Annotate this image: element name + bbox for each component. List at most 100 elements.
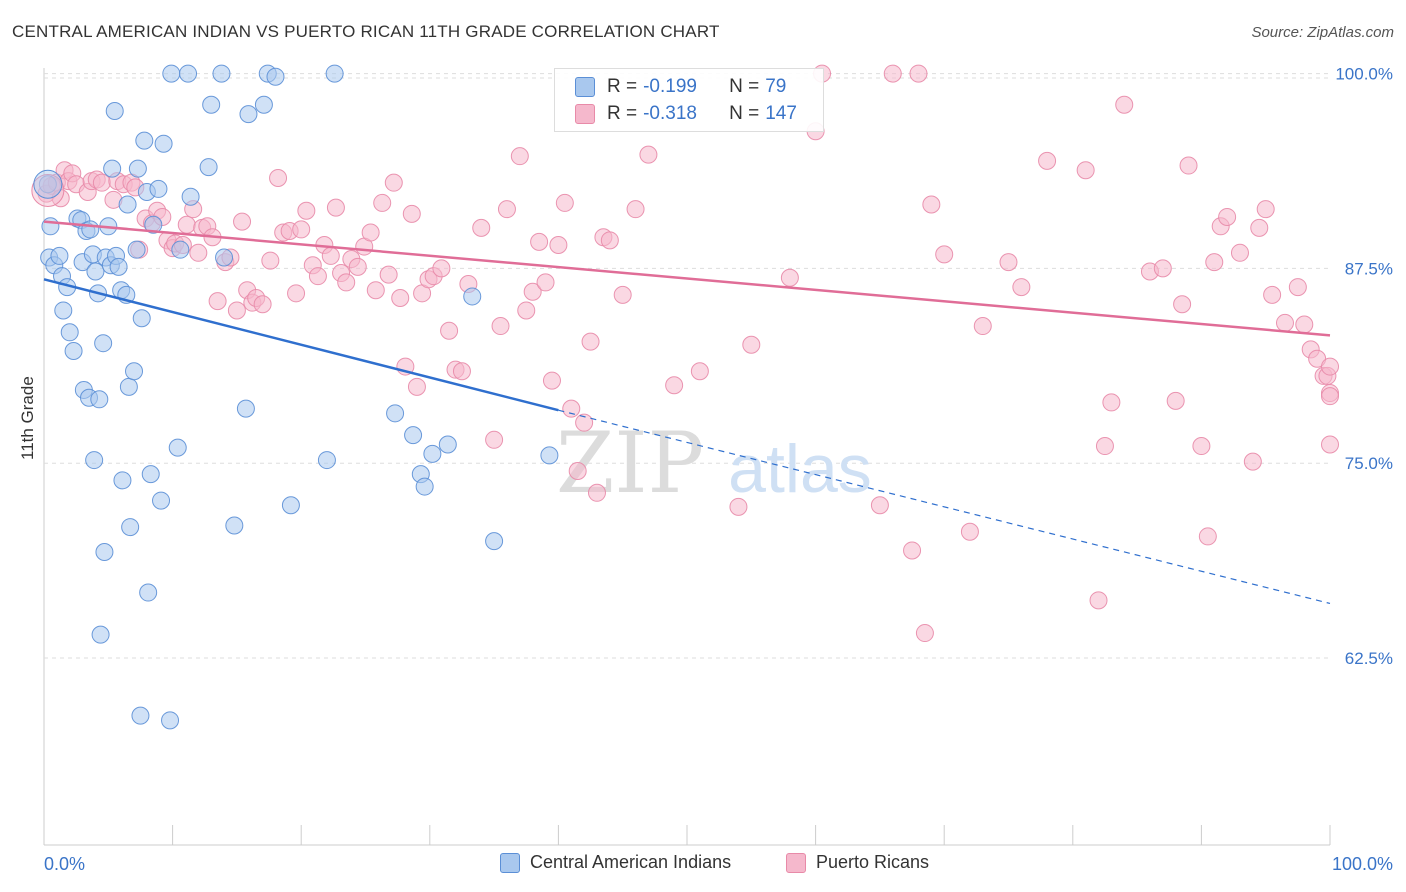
trendline-central-american-indians-extrapolated [558, 409, 1331, 605]
r-value: -0.199 [643, 76, 697, 97]
point-puerto-rican [613, 285, 632, 304]
point-puerto-rican [1166, 391, 1185, 410]
point-puerto-rican [1038, 151, 1057, 170]
point-puerto-rican [1243, 452, 1262, 471]
r-label: R = [607, 76, 638, 97]
point-central-american-indian [215, 248, 234, 267]
point-central-american-indian [141, 465, 160, 484]
point-puerto-rican [587, 483, 606, 502]
series-legend: Central American Indians Puerto Ricans [0, 852, 1406, 878]
point-central-american-indian [171, 240, 190, 259]
point-central-american-indian [162, 64, 181, 83]
trendline-central-american-indians [43, 278, 559, 412]
point-puerto-rican [452, 362, 471, 381]
chart-title: CENTRAL AMERICAN INDIAN VS PUERTO RICAN … [12, 22, 720, 41]
point-puerto-rican [1230, 243, 1249, 262]
y-tick-label: 62.5% [1345, 649, 1393, 668]
point-central-american-indian [161, 711, 180, 730]
point-puerto-rican [555, 193, 574, 212]
point-puerto-rican [1321, 357, 1339, 376]
pink-swatch [786, 852, 806, 873]
point-puerto-rican [1173, 295, 1192, 314]
point-puerto-rican [690, 362, 709, 381]
legend-label: Puerto Ricans [816, 852, 930, 872]
point-puerto-rican [269, 168, 288, 187]
points-layer [31, 64, 1339, 730]
point-puerto-rican [1321, 435, 1339, 454]
point-puerto-rican [189, 243, 208, 262]
n-value: 147 [765, 103, 797, 124]
point-central-american-indian [135, 131, 154, 150]
point-puerto-rican [729, 497, 748, 516]
point-puerto-rican [292, 220, 311, 239]
source-label: Source: ZipAtlas.com [1251, 24, 1394, 41]
r-value: -0.318 [643, 103, 697, 124]
point-central-american-indian [540, 446, 559, 465]
point-central-american-indian [64, 341, 83, 360]
stats-legend: R = -0.199 N = 79 R = -0.318 N = 147 [554, 68, 824, 132]
point-puerto-rican [440, 321, 459, 340]
point-central-american-indian [438, 435, 457, 454]
point-central-american-indian [386, 404, 405, 423]
point-central-american-indian [105, 101, 124, 120]
point-puerto-rican [472, 218, 491, 237]
point-central-american-indian [179, 64, 198, 83]
point-central-american-indian [50, 246, 69, 265]
point-central-american-indian [127, 240, 146, 259]
point-central-american-indian [41, 217, 60, 236]
point-central-american-indian [121, 518, 140, 537]
point-puerto-rican [1153, 259, 1172, 278]
legend-item-puerto-ricans[interactable]: Puerto Ricans [786, 852, 929, 873]
point-central-american-indian [103, 159, 122, 178]
point-puerto-rican [391, 288, 410, 307]
point-central-american-indian [139, 583, 158, 602]
point-puerto-rican [1295, 315, 1314, 334]
point-puerto-rican [1275, 313, 1294, 332]
point-puerto-rican [261, 251, 280, 270]
point-puerto-rican [1179, 156, 1198, 175]
point-puerto-rican [626, 200, 645, 219]
point-central-american-indian [152, 491, 171, 510]
stats-row-central-american: R = -0.199 N = 79 [575, 75, 786, 99]
point-central-american-indian [149, 179, 168, 198]
blue-swatch [575, 77, 595, 97]
point-central-american-indian [131, 706, 150, 725]
y-tick-label: 87.5% [1345, 259, 1393, 278]
point-puerto-rican [870, 496, 889, 515]
point-puerto-rican [253, 295, 272, 314]
point-puerto-rican [935, 245, 954, 264]
point-puerto-rican [517, 301, 536, 320]
point-central-american-indian [325, 64, 344, 83]
point-puerto-rican [366, 281, 385, 300]
point-puerto-rican [379, 265, 398, 284]
point-central-american-indian [202, 95, 221, 114]
point-central-american-indian [404, 426, 423, 445]
point-puerto-rican [407, 377, 426, 396]
point-puerto-rican [1089, 591, 1108, 610]
point-puerto-rican [208, 292, 227, 311]
point-central-american-indian [85, 451, 104, 470]
point-puerto-rican [1218, 207, 1237, 226]
point-central-american-indian [60, 323, 79, 342]
point-puerto-rican [485, 430, 504, 449]
point-puerto-rican [1192, 437, 1211, 456]
point-central-american-indian [212, 64, 231, 83]
point-puerto-rican [909, 64, 928, 83]
trendline-puerto-ricans [43, 220, 1331, 337]
point-puerto-rican [1012, 278, 1031, 297]
point-puerto-rican [177, 215, 196, 234]
point-puerto-rican [960, 522, 979, 541]
point-puerto-rican [536, 273, 555, 292]
point-central-american-indian [132, 309, 151, 328]
point-central-american-indian [109, 257, 128, 276]
point-puerto-rican [361, 223, 380, 242]
point-puerto-rican [491, 317, 510, 336]
point-puerto-rican [1288, 278, 1307, 297]
point-puerto-rican [1102, 393, 1121, 412]
point-central-american-indian-cluster [33, 169, 63, 199]
point-puerto-rican [1321, 387, 1339, 406]
tick-label-layer: 62.5% 75.0% 87.5% 100.0% 0.0% 100.0% [44, 65, 1393, 874]
legend-item-central-american-indians[interactable]: Central American Indians [500, 852, 731, 873]
pink-swatch [575, 104, 595, 124]
